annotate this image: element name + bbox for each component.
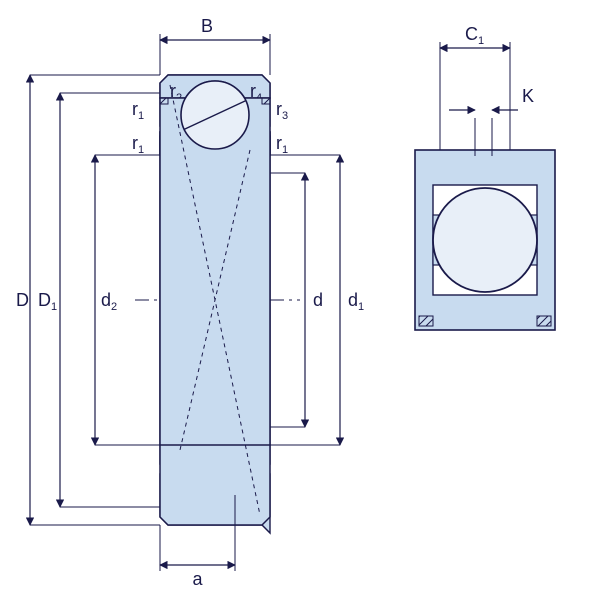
svg-text:r1: r1: [132, 99, 144, 122]
svg-text:C1: C1: [465, 24, 484, 47]
label-D: D: [16, 290, 29, 310]
bearing-cross-section-diagram: r2r4r1r3r1r1r2r2BDD1d2dd1aC1K: [16, 16, 555, 589]
right-ball: [433, 188, 537, 292]
label-d: d: [313, 290, 323, 310]
label-K: K: [522, 86, 534, 106]
label-B: B: [201, 16, 213, 36]
svg-text:D1: D1: [38, 290, 57, 313]
svg-text:r1: r1: [132, 133, 144, 156]
svg-text:d1: d1: [348, 290, 364, 313]
svg-text:r3: r3: [276, 99, 288, 122]
svg-text:d2: d2: [101, 290, 117, 313]
label-a: a: [192, 569, 203, 589]
svg-text:r1: r1: [276, 133, 288, 156]
